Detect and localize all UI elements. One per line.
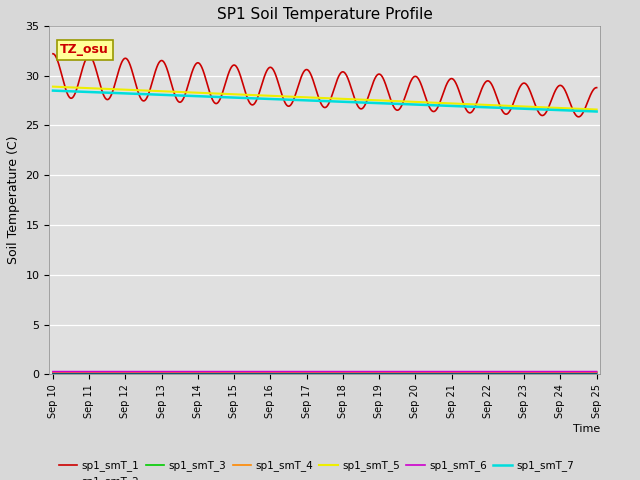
sp1_smT_3 xyxy=(281,370,289,375)
sp1_smT_1 xyxy=(111,81,119,87)
sp1_smT_4 xyxy=(582,369,590,375)
sp1_smT_1 xyxy=(281,100,289,106)
sp1_smT_3 xyxy=(593,370,600,375)
sp1_smT_2 xyxy=(582,371,590,376)
sp1_smT_6 xyxy=(593,369,600,374)
sp1_smT_2 xyxy=(593,371,600,376)
sp1_smT_6 xyxy=(49,369,57,374)
sp1_smT_3 xyxy=(49,370,57,375)
sp1_smT_4 xyxy=(49,369,57,375)
sp1_smT_7 xyxy=(258,96,266,101)
Line: sp1_smT_7: sp1_smT_7 xyxy=(53,91,596,111)
sp1_smT_3 xyxy=(111,370,119,375)
sp1_smT_4 xyxy=(281,369,289,375)
sp1_smT_3 xyxy=(524,370,531,375)
sp1_smT_1 xyxy=(575,114,582,120)
sp1_smT_7 xyxy=(49,88,57,94)
sp1_smT_2 xyxy=(524,371,531,376)
sp1_smT_2 xyxy=(281,371,289,376)
sp1_smT_3 xyxy=(582,370,590,375)
Line: sp1_smT_1: sp1_smT_1 xyxy=(53,54,596,117)
sp1_smT_3 xyxy=(143,370,151,375)
Line: sp1_smT_5: sp1_smT_5 xyxy=(53,86,596,109)
sp1_smT_5 xyxy=(143,88,151,94)
sp1_smT_5 xyxy=(49,84,57,89)
sp1_smT_6 xyxy=(143,369,151,374)
sp1_smT_7 xyxy=(111,90,119,96)
sp1_smT_4 xyxy=(111,369,119,375)
sp1_smT_5 xyxy=(582,106,590,112)
sp1_smT_5 xyxy=(524,104,531,109)
sp1_smT_6 xyxy=(258,369,266,374)
sp1_smT_5 xyxy=(111,86,119,92)
sp1_smT_1 xyxy=(143,94,151,100)
sp1_smT_1 xyxy=(258,83,266,89)
sp1_smT_2 xyxy=(49,371,57,376)
sp1_smT_6 xyxy=(111,369,119,374)
sp1_smT_2 xyxy=(258,371,266,376)
sp1_smT_5 xyxy=(258,93,266,98)
sp1_smT_5 xyxy=(281,94,289,99)
sp1_smT_2 xyxy=(111,371,119,376)
sp1_smT_5 xyxy=(593,107,600,112)
sp1_smT_1 xyxy=(593,85,600,91)
sp1_smT_4 xyxy=(258,369,266,375)
Text: TZ_osu: TZ_osu xyxy=(60,43,109,56)
sp1_smT_4 xyxy=(593,369,600,375)
sp1_smT_6 xyxy=(524,369,531,374)
sp1_smT_1 xyxy=(49,51,57,57)
Title: SP1 Soil Temperature Profile: SP1 Soil Temperature Profile xyxy=(217,7,433,22)
sp1_smT_7 xyxy=(143,91,151,97)
sp1_smT_1 xyxy=(524,83,531,89)
sp1_smT_7 xyxy=(582,108,590,114)
Legend: sp1_smT_1, sp1_smT_2, sp1_smT_3, sp1_smT_4, sp1_smT_5, sp1_smT_6, sp1_smT_7: sp1_smT_1, sp1_smT_2, sp1_smT_3, sp1_smT… xyxy=(54,456,578,480)
Y-axis label: Soil Temperature (C): Soil Temperature (C) xyxy=(7,136,20,264)
sp1_smT_7 xyxy=(524,106,531,112)
X-axis label: Time: Time xyxy=(573,424,600,433)
sp1_smT_4 xyxy=(524,369,531,375)
sp1_smT_6 xyxy=(582,369,590,374)
sp1_smT_2 xyxy=(143,371,151,376)
sp1_smT_7 xyxy=(281,96,289,102)
sp1_smT_7 xyxy=(593,108,600,114)
sp1_smT_6 xyxy=(281,369,289,374)
sp1_smT_1 xyxy=(582,103,590,108)
sp1_smT_3 xyxy=(258,370,266,375)
sp1_smT_4 xyxy=(143,369,151,375)
